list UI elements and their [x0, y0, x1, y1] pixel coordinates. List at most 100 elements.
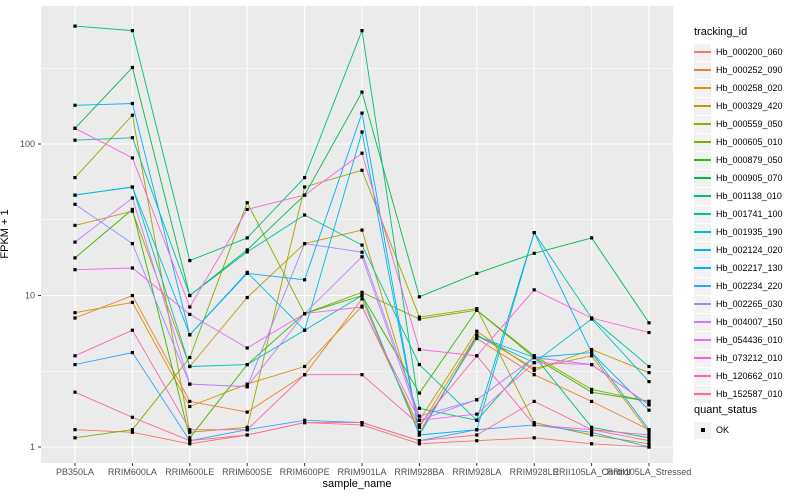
legend-item-label: Hb_073212_010 [716, 353, 783, 363]
data-point [360, 373, 364, 377]
legend-color-line [694, 51, 711, 53]
data-point [360, 29, 364, 33]
data-point [532, 368, 536, 373]
legend-item-label: Hb_001935_190 [716, 227, 783, 237]
legend-item-label: Hb_000905_070 [716, 173, 783, 183]
data-point [303, 242, 307, 246]
legend-item-label: Hb_002234_220 [716, 281, 783, 291]
legend-color-line [694, 87, 711, 89]
data-point [590, 347, 594, 352]
data-point [532, 423, 536, 427]
x-tick-label: RRIM600LE [165, 467, 214, 477]
x-tick-label: RRIM600LA [108, 467, 157, 477]
legend-item-label: Hb_002124_020 [716, 245, 783, 255]
data-point [130, 266, 134, 270]
data-point [532, 288, 536, 292]
legend-color-line [694, 123, 711, 125]
data-point [647, 442, 651, 446]
data-point [360, 290, 364, 294]
data-point [532, 373, 536, 377]
data-point [73, 390, 77, 394]
legend-item-Hb_002234_220: Hb_002234_220 [694, 277, 800, 295]
legend-item-Hb_000605_010: Hb_000605_010 [694, 133, 800, 151]
legend-item-Hb_002265_030: Hb_002265_030 [694, 295, 800, 313]
data-point [532, 361, 536, 365]
legend-item-Hb_000200_060: Hb_000200_060 [694, 43, 800, 61]
legend-key-swatch [694, 151, 711, 169]
data-point [188, 312, 192, 316]
data-point [245, 363, 249, 367]
data-point [303, 176, 307, 180]
data-point [590, 428, 594, 432]
data-point [303, 421, 307, 425]
data-point [417, 414, 421, 418]
data-point [647, 330, 651, 335]
data-point [417, 442, 421, 446]
data-point [590, 390, 594, 394]
legend-color-line [694, 231, 711, 233]
legend-item-Hb_001741_100: Hb_001741_100 [694, 205, 800, 223]
data-point [475, 412, 479, 416]
x-tick-label: RRIM928BA [394, 467, 444, 477]
legend-key-swatch [694, 259, 711, 277]
data-point [647, 399, 651, 403]
data-point [188, 355, 192, 360]
data-point [590, 351, 594, 355]
legend-item-label: Hb_152587_010 [716, 389, 783, 399]
legend-color-line [694, 213, 711, 215]
data-point [360, 293, 364, 298]
data-point [303, 213, 307, 217]
legend-item-Hb_000559_050: Hb_000559_050 [694, 115, 800, 133]
legend-item-label: Hb_000559_050 [716, 119, 783, 129]
legend-key-swatch [694, 169, 711, 187]
legend-tracking-id-items: Hb_000200_060 Hb_000252_090 Hb_000258_020 H… [694, 43, 800, 403]
legend-color-line [694, 69, 711, 71]
data-point [303, 185, 307, 189]
data-point [73, 240, 77, 244]
data-point [188, 428, 192, 432]
data-point [475, 336, 479, 341]
data-point [130, 156, 134, 160]
data-point [532, 436, 536, 440]
data-point [73, 103, 77, 107]
data-point [130, 209, 134, 213]
data-point [245, 271, 249, 275]
data-point [647, 371, 651, 375]
data-point [73, 363, 77, 367]
legend-key-swatch [694, 385, 711, 403]
data-point [590, 442, 594, 446]
data-point [417, 430, 421, 434]
data-point [73, 428, 77, 432]
data-point [245, 250, 249, 254]
data-point [73, 126, 77, 130]
legend-tracking-id: tracking_id Hb_000200_060 Hb_000252_090 Hb… [694, 26, 800, 403]
legend-key-swatch [694, 223, 711, 241]
data-point [590, 430, 594, 434]
legend-item-label: Hb_004007_150 [716, 317, 783, 327]
legend-key-swatch [694, 421, 711, 439]
data-point [475, 418, 479, 422]
data-point [303, 278, 307, 282]
data-point [73, 256, 77, 260]
data-point [647, 408, 651, 412]
legend-item-Hb_000258_020: Hb_000258_020 [694, 79, 800, 97]
data-point [360, 250, 364, 254]
data-point [130, 101, 134, 106]
data-point [73, 176, 77, 180]
data-point [360, 228, 364, 232]
data-point [647, 433, 651, 437]
x-tick-label: RRII105LA_Control [553, 467, 631, 477]
data-point [130, 29, 134, 33]
data-point [417, 406, 421, 410]
data-point [73, 311, 77, 315]
legend-color-line [694, 105, 711, 107]
data-point [73, 354, 77, 358]
legend-item-Hb_001935_190: Hb_001935_190 [694, 223, 800, 241]
data-point [245, 201, 249, 205]
legend-item-Hb_000252_090: Hb_000252_090 [694, 61, 800, 79]
data-point [417, 363, 421, 367]
data-point [475, 308, 479, 312]
legend-item-label: Hb_000605_010 [716, 137, 783, 147]
data-point [73, 223, 77, 227]
